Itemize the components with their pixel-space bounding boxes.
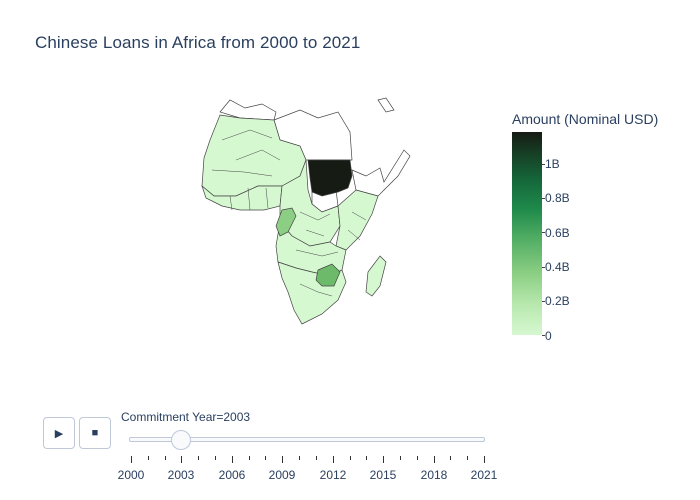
colorbar-label: 0.2B [545,294,570,308]
slider-tick [215,456,216,460]
colorbar-gradient [512,132,542,335]
slider-tick [282,456,283,463]
colorbar-tick [542,301,545,302]
slider-tick-label: 2003 [167,468,195,482]
slider-tick-label: 2018 [420,468,448,482]
play-icon: ▶ [54,427,64,440]
map-outline-horn [351,149,411,197]
slider-tick [450,456,451,460]
slider-tick [265,456,266,460]
slider-tick [148,456,149,460]
slider-tick-label: 2000 [117,468,145,482]
colorbar-label: 0 [545,329,552,343]
play-button[interactable]: ▶ [43,417,75,449]
slider-rail[interactable] [129,437,485,442]
chart-title: Chinese Loans in Africa from 2000 to 202… [35,33,361,52]
map-country-congo[interactable] [275,207,297,237]
slider-tick [417,456,418,460]
slider-tick-label: 2015 [369,468,397,482]
colorbar-label: 0.4B [545,260,570,274]
slider-tick [383,456,384,463]
map-region-east[interactable] [335,189,379,251]
stop-icon: ■ [91,427,99,439]
colorbar-label: 0.6B [545,226,570,240]
africa-choropleth-map[interactable] [190,92,420,332]
map-region-madagascar[interactable] [365,255,387,297]
slider-tick [333,456,334,463]
colorbar-tick [542,335,545,336]
map-country-zimbabwe[interactable] [315,263,341,287]
map-country-sudan[interactable] [307,159,353,197]
slider-tick [165,456,166,460]
slider-current-value: Commitment Year=2003 [121,410,251,424]
map-internal-borders [211,129,367,297]
slider-tick [434,456,435,463]
colorbar-tick [542,267,545,268]
colorbar-title: Amount (Nominal USD) [512,111,659,127]
slider-handle[interactable] [171,430,191,450]
colorbar-tick [542,232,545,233]
slider-tick [198,456,199,460]
slider-tick-label: 2012 [319,468,347,482]
slider-tick-label: 2006 [218,468,246,482]
slider-tick [316,456,317,460]
slider-tick [366,456,367,460]
slider-tick-label: 2009 [268,468,296,482]
slider-tick [181,456,182,463]
colorbar-label: 0.8B [545,191,570,205]
slider-tick [484,456,485,463]
stop-button[interactable]: ■ [79,417,111,449]
map-outline-sinai [377,97,395,113]
slider-tick [131,456,132,463]
colorbar-tick [542,164,545,165]
slider-tick [467,456,468,460]
slider-tick [232,456,233,463]
colorbar-label: 1B [545,157,560,171]
slider-tick [350,456,351,460]
slider-tick [400,456,401,460]
colorbar-tick [542,198,545,199]
slider-tick-label: 2021 [470,468,498,482]
slider-tick [299,456,300,460]
slider-tick [249,456,250,460]
